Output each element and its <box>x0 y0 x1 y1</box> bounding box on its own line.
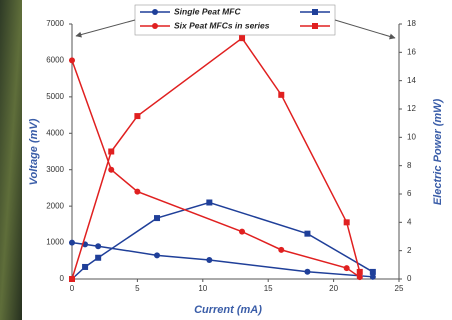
y2-tick-label: 4 <box>407 217 412 226</box>
point <box>239 35 246 42</box>
point <box>343 219 350 226</box>
point <box>82 263 89 270</box>
y-axis-title: Voltage (mV) <box>28 118 40 185</box>
point <box>134 188 141 195</box>
point <box>206 257 213 264</box>
series-line <box>71 37 361 280</box>
y2-tick-label: 16 <box>407 47 416 56</box>
y-tick-label: 2000 <box>46 201 64 210</box>
point <box>69 57 75 64</box>
y2-tick-label: 14 <box>407 76 416 85</box>
x-axis-title: Current (mA) <box>194 304 262 316</box>
legend-arrow-left <box>75 19 136 38</box>
point <box>154 252 161 259</box>
x-tick-label: 20 <box>329 284 338 293</box>
y-tick-label: 3000 <box>46 165 64 174</box>
point <box>278 91 285 98</box>
point <box>108 166 115 173</box>
x-tick-label: 10 <box>198 284 207 293</box>
y2-axis-title: Electric Power (mW) <box>432 98 444 205</box>
legend-marker <box>152 23 158 29</box>
y2-tick-label: 18 <box>407 19 416 28</box>
legend-marker <box>312 9 318 15</box>
point <box>206 199 213 206</box>
point <box>369 268 376 275</box>
legend-box <box>134 4 336 36</box>
y2-tick-label: 2 <box>407 246 412 255</box>
y-tick-label: 0 <box>60 274 65 283</box>
point <box>278 246 285 253</box>
point <box>369 273 376 280</box>
legend-label: Six Peat MFCs in series <box>174 20 270 30</box>
series-line <box>71 201 374 280</box>
point <box>356 268 363 275</box>
legend-label: Single Peat MFC <box>174 6 241 16</box>
y-tick-label: 7000 <box>46 19 64 28</box>
point <box>304 268 311 275</box>
legend-marker <box>152 9 158 15</box>
y-tick-label: 6000 <box>46 56 64 65</box>
point <box>69 239 75 246</box>
photo-strip <box>0 0 22 320</box>
point <box>108 148 115 155</box>
point <box>134 113 141 120</box>
y2-tick-label: 10 <box>407 132 416 141</box>
point <box>95 254 102 261</box>
legend-arrow-right <box>334 19 396 40</box>
x-tick-label: 0 <box>70 284 75 293</box>
series-line <box>71 60 361 278</box>
y2-tick-label: 8 <box>407 161 412 170</box>
point <box>356 274 363 281</box>
legend-marker <box>312 23 318 29</box>
y-tick-label: 4000 <box>46 128 64 137</box>
x-tick-label: 25 <box>395 284 404 293</box>
y-tick-label: 5000 <box>46 92 64 101</box>
y-tick-label: 1000 <box>46 238 64 247</box>
y2-tick-label: 12 <box>407 104 416 113</box>
x-tick-label: 15 <box>264 284 273 293</box>
point <box>343 265 350 272</box>
point <box>154 215 161 222</box>
point <box>95 243 102 250</box>
y2-tick-label: 0 <box>407 274 412 283</box>
x-tick-label: 5 <box>135 284 140 293</box>
point <box>239 228 246 235</box>
series-line <box>71 241 373 278</box>
point <box>304 230 311 237</box>
y2-tick-label: 6 <box>407 189 412 198</box>
point <box>69 276 75 282</box>
